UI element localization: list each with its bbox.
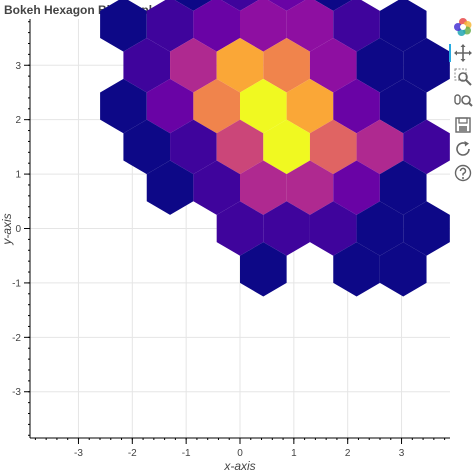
hex-bin	[286, 160, 334, 215]
hex-bin	[286, 0, 334, 52]
x-tick-label: -2	[128, 448, 137, 459]
hex-bin	[100, 78, 147, 134]
hex-bin	[309, 119, 357, 175]
hex-bin	[263, 38, 310, 93]
hex-bin	[146, 0, 194, 52]
y-tick-label: -1	[12, 278, 21, 289]
hex-bin	[216, 201, 264, 256]
hex-bin	[193, 78, 240, 134]
hex-bin	[356, 201, 404, 256]
hex-bin	[403, 201, 450, 256]
reset-icon[interactable]	[452, 138, 474, 160]
hex-bin	[286, 78, 334, 134]
hex-bin	[216, 119, 264, 175]
hex-bin	[174, 0, 212, 11]
hex-bin	[333, 242, 380, 297]
axes: -3 -2 -1 0 1 2 3 -3 -2 -1 0 1 2 3	[12, 19, 450, 459]
x-tick-label: 0	[237, 448, 243, 459]
x-tick-label: -1	[182, 448, 191, 459]
y-tick-label: 1	[15, 170, 21, 181]
wheel-zoom-icon[interactable]	[452, 90, 474, 112]
bokeh-logo-icon[interactable]	[452, 16, 474, 38]
hex-bin	[379, 160, 427, 215]
y-tick-label: 2	[15, 115, 21, 126]
hex-bin	[100, 0, 147, 52]
y-tick-label: -3	[12, 387, 21, 398]
x-tick-label: 1	[291, 448, 297, 459]
hex-bin	[123, 38, 171, 93]
hex-bin	[309, 38, 357, 93]
hex-bin	[170, 38, 217, 93]
hex-bin	[221, 0, 259, 11]
hex-bin	[379, 242, 427, 297]
y-tick-label: -2	[12, 333, 21, 344]
hex-bin	[146, 160, 194, 215]
x-tick-label: 3	[399, 448, 405, 459]
y-axis-label: y-axis	[0, 213, 14, 245]
box-zoom-icon[interactable]	[452, 66, 474, 88]
y-tick-label: 0	[15, 224, 21, 235]
hex-bin	[240, 160, 287, 215]
active-tool-indicator	[449, 44, 451, 62]
hex-bin	[216, 38, 264, 93]
hex-bins	[100, 0, 450, 297]
hex-bin	[333, 78, 380, 134]
hex-bin	[333, 160, 380, 215]
hex-bin	[356, 119, 404, 175]
hex-bin	[263, 201, 310, 256]
hex-bin	[240, 0, 287, 52]
hex-bin	[193, 0, 240, 52]
hex-bin	[170, 119, 217, 175]
help-icon[interactable]	[452, 162, 474, 184]
save-icon[interactable]	[452, 114, 474, 136]
hex-bin	[403, 119, 450, 175]
hex-bin	[193, 160, 240, 215]
x-tick-label: -3	[74, 448, 83, 459]
hex-bin	[146, 78, 194, 134]
y-tick-label: 3	[15, 61, 21, 72]
hex-bin	[379, 0, 427, 52]
hex-bin	[268, 0, 306, 11]
hex-bin	[263, 119, 310, 175]
hex-bin	[333, 0, 380, 52]
hex-bin	[356, 38, 404, 93]
pan-icon[interactable]	[449, 42, 474, 64]
x-tick-label: 2	[345, 448, 351, 459]
hex-bin	[123, 119, 171, 175]
hex-bin	[309, 201, 357, 256]
hex-bin	[240, 242, 287, 297]
hex-bin	[314, 0, 352, 11]
hex-bin	[379, 78, 427, 134]
hex-bin	[240, 78, 287, 134]
hex-bin	[403, 38, 450, 93]
x-axis-label: x-axis	[223, 459, 255, 473]
